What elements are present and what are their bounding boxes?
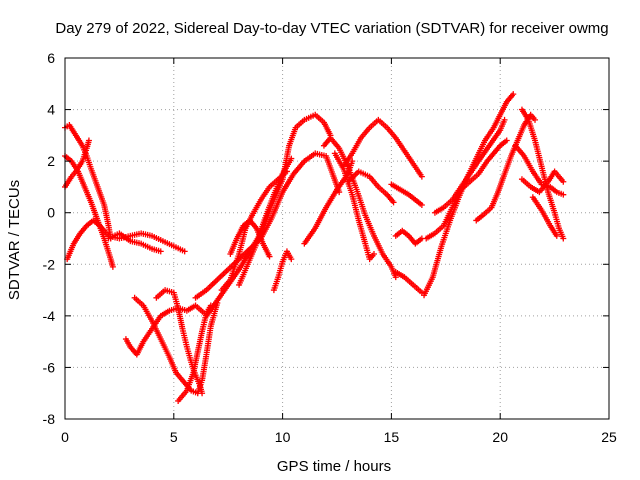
data-point [503,137,510,144]
y-tick-label: -6 [43,359,56,375]
data-point [392,274,399,281]
series-track-b [62,122,114,242]
x-tick-label: 0 [61,429,69,445]
data-point [390,199,397,206]
series-track-s [340,116,425,180]
series-track-v [392,227,425,247]
data-point [199,390,206,397]
x-tick-label: 20 [492,429,508,445]
plot-frame [64,57,610,420]
series-track-ad [518,168,567,196]
y-tick-label: 2 [47,153,55,169]
series-track-z [431,116,508,216]
data-point [510,91,517,98]
series-track-u [388,181,425,208]
y-tick-label: -2 [43,256,56,272]
data-point [560,178,567,185]
series-track-ac [512,142,567,198]
series-track-n [227,217,273,260]
series-track-t [344,168,397,206]
x-tick-label: 10 [275,429,291,445]
data-point [85,137,92,144]
x-tick-label: 5 [170,429,178,445]
y-tick-label: 0 [47,205,55,221]
series-track-w [392,269,425,296]
data-layer [62,91,567,404]
series-track-e [105,230,164,255]
y-axis-label: SDTVAR / TECUs [6,180,23,300]
y-tick-label: -8 [43,411,56,427]
data-point [288,256,295,263]
data-point [418,201,425,208]
data-point [109,263,116,270]
x-tick-label: 25 [601,429,617,445]
data-point [560,191,567,198]
data-point [532,116,539,123]
data-point [418,173,425,180]
data-point [288,155,295,162]
data-point [501,116,508,123]
y-tick-label: -4 [43,308,56,324]
tick-layer: 0 5 10 15 20 25 -8 -6 -4 -2 0 2 4 6 [43,50,617,445]
data-point [157,248,164,255]
x-tick-label: 15 [384,429,400,445]
data-point [181,248,188,255]
x-axis-label: GPS time / hours [277,458,391,475]
series-track-o [270,248,295,294]
data-point [553,232,560,239]
series-track-q [320,134,399,281]
data-point [266,253,273,260]
y-tick-label: 6 [47,50,55,66]
data-point [560,235,567,242]
series-track-ae [529,194,560,239]
chart-title: Day 279 of 2022, Sidereal Day-to-day VTE… [55,20,608,37]
y-tick-label: 4 [47,102,55,118]
data-point [370,250,377,257]
